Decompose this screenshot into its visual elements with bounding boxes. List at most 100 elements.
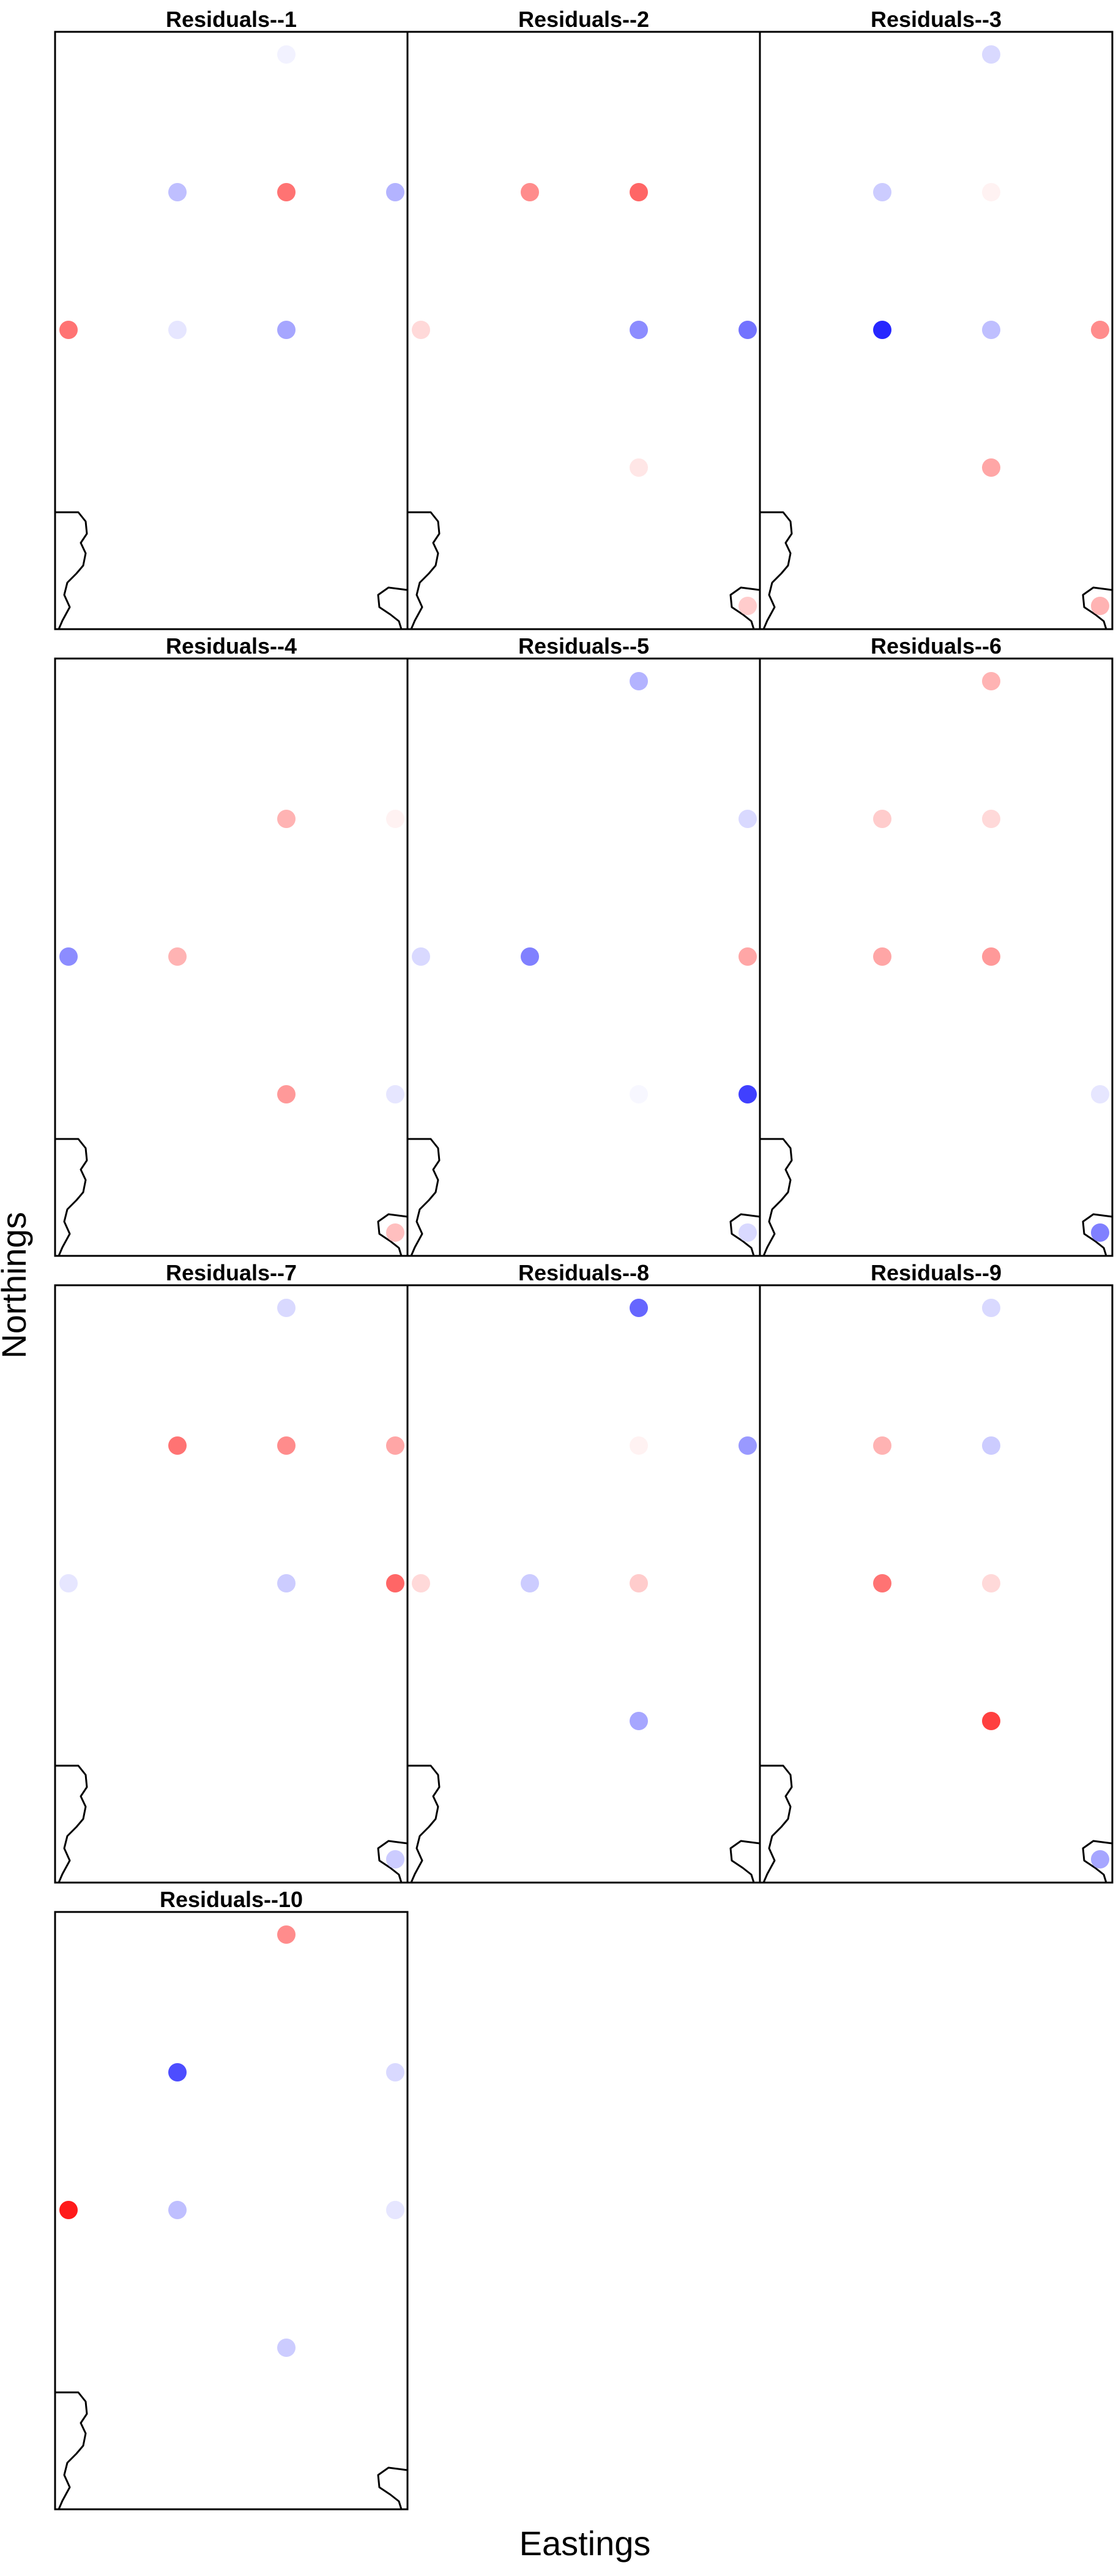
residual-point <box>630 458 648 477</box>
residual-point <box>982 672 1000 690</box>
panel-title: Residuals--10 <box>160 1887 303 1912</box>
residual-point <box>873 321 891 339</box>
panel: Residuals--10 <box>54 1887 409 2511</box>
residual-point <box>521 1574 539 1592</box>
panel: Residuals--3 <box>759 7 1114 630</box>
coastline-west <box>55 511 88 629</box>
residual-point <box>386 183 404 201</box>
panel-frame <box>406 31 761 630</box>
panel-frame <box>759 657 1114 1257</box>
residual-point <box>1091 1085 1109 1103</box>
residual-point <box>412 947 430 966</box>
residual-point <box>168 947 187 966</box>
residual-point <box>982 810 1000 828</box>
panel: Residuals--2 <box>406 7 761 630</box>
residual-point <box>386 1850 404 1869</box>
residual-point <box>277 1436 296 1455</box>
residual-point <box>982 1574 1000 1592</box>
residual-point <box>168 183 187 201</box>
residual-point <box>873 183 891 201</box>
panel-title: Residuals--8 <box>518 1260 649 1285</box>
residual-point <box>738 1085 757 1103</box>
residual-point <box>168 2201 187 2219</box>
residual-point <box>630 672 648 690</box>
coastline-west <box>760 1764 793 1883</box>
panel-title: Residuals--1 <box>166 7 297 32</box>
residual-point <box>277 1925 296 1944</box>
residual-point <box>59 1574 78 1592</box>
residual-point <box>630 321 648 339</box>
panel-frame <box>759 1284 1114 1884</box>
panel: Residuals--4 <box>54 633 409 1257</box>
residual-point <box>277 810 296 828</box>
residual-point <box>738 1223 757 1242</box>
coastline-east <box>1082 586 1112 629</box>
residual-point <box>412 1574 430 1592</box>
coastline-west <box>760 511 793 629</box>
panel: Residuals--5 <box>406 633 761 1257</box>
residual-point <box>386 1085 404 1103</box>
coastline-west <box>407 511 441 629</box>
residual-point <box>873 810 891 828</box>
panel: Residuals--9 <box>759 1260 1114 1884</box>
residual-point <box>386 1223 404 1242</box>
residual-point <box>168 1436 187 1455</box>
panel-title: Residuals--7 <box>166 1260 297 1285</box>
residual-point <box>277 45 296 64</box>
panel-plot-area <box>760 1299 1112 1883</box>
coastline-east <box>377 1213 407 1256</box>
residual-point <box>59 2201 78 2219</box>
residual-point <box>1091 321 1109 339</box>
coastline-east <box>1082 1840 1112 1883</box>
residual-point <box>168 321 187 339</box>
panel-frame <box>54 657 409 1257</box>
panel-plot-area <box>55 45 407 629</box>
residual-point <box>738 597 757 615</box>
panel-plot-area <box>407 183 760 629</box>
residual-point <box>873 1436 891 1455</box>
residual-point <box>982 1712 1000 1730</box>
residual-point <box>630 1436 648 1455</box>
residual-point <box>168 2063 187 2081</box>
residual-point <box>386 2063 404 2081</box>
residual-point <box>738 321 757 339</box>
residual-point <box>277 1299 296 1317</box>
residual-point <box>738 1436 757 1455</box>
panel-plot-area <box>55 1299 407 1883</box>
panel-plot-area <box>55 810 407 1256</box>
residual-point <box>277 183 296 201</box>
residual-point <box>873 947 891 966</box>
coastline-east <box>377 2466 407 2509</box>
residual-point <box>982 321 1000 339</box>
panel-frame <box>54 1284 409 1884</box>
coastline-east <box>377 1840 407 1883</box>
residual-point <box>630 183 648 201</box>
residual-point <box>277 1574 296 1592</box>
residual-point <box>412 321 430 339</box>
panel-plot-area <box>760 45 1112 629</box>
panel-frame <box>406 1284 761 1884</box>
residual-point <box>982 45 1000 64</box>
residual-point <box>59 321 78 339</box>
residual-point <box>630 1085 648 1103</box>
residual-point <box>386 810 404 828</box>
residual-point <box>982 183 1000 201</box>
panel-title: Residuals--3 <box>871 7 1002 32</box>
residual-point <box>982 458 1000 477</box>
coastline-east <box>729 1213 760 1256</box>
residual-point <box>873 1574 891 1592</box>
residual-point <box>1091 597 1109 615</box>
coastline-west <box>55 1138 88 1256</box>
residual-point <box>982 947 1000 966</box>
coastline-east <box>729 586 760 629</box>
panel: Residuals--1 <box>54 7 409 630</box>
residual-point <box>386 1436 404 1455</box>
coastline-west <box>55 1764 88 1883</box>
residual-point <box>386 1574 404 1592</box>
panel-plot-area <box>55 1925 407 2509</box>
coastline-east <box>1082 1213 1112 1256</box>
panel-frame <box>759 31 1114 630</box>
coastline-east <box>377 586 407 629</box>
residual-point <box>1091 1223 1109 1242</box>
